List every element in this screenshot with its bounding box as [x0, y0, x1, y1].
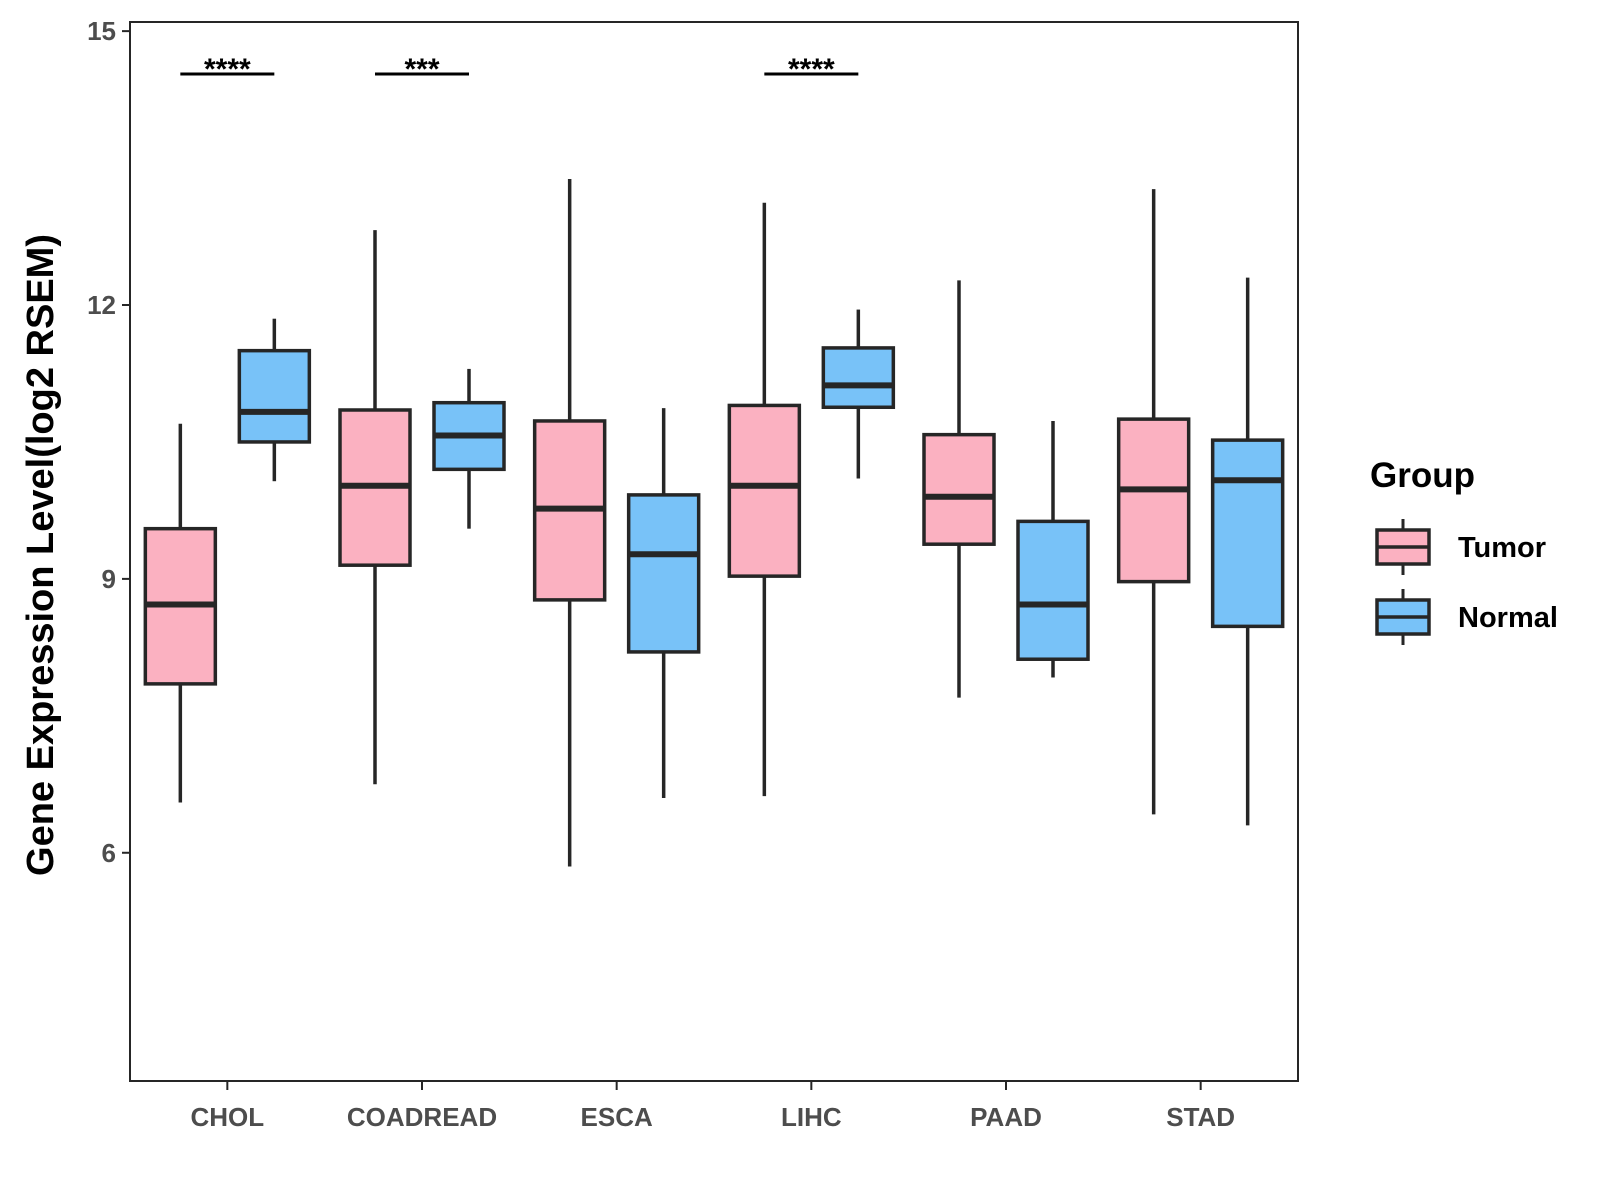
x-tick-label: STAD: [1166, 1102, 1235, 1132]
box-body: [1016, 519, 1090, 661]
box-body: [922, 432, 996, 546]
y-tick-label: 6: [102, 838, 116, 868]
box-normal-stad: [1210, 277, 1285, 826]
legend-title: Group: [1370, 456, 1475, 495]
box-body: [626, 493, 701, 654]
box-body: [1116, 417, 1191, 584]
box-tumor-stad: [1116, 189, 1191, 815]
x-tick-label: LIHC: [781, 1102, 842, 1132]
legend-entry-tumor: Tumor: [1375, 519, 1546, 575]
y-tick-label: 15: [87, 16, 116, 46]
box-normal-esca: [626, 408, 701, 798]
box-tumor-coadread: [338, 230, 412, 785]
x-axis: CHOL COADREAD ESCA LIHC PAAD STAD: [190, 1081, 1235, 1132]
box-normal-coadread: [432, 368, 506, 529]
box-normal-chol: [237, 318, 312, 482]
legend-label: Tumor: [1458, 532, 1546, 564]
box-normal-lihc: [821, 309, 896, 479]
legend-label: Normal: [1458, 602, 1558, 634]
box-series-group: [143, 179, 1285, 867]
box-body: [821, 346, 896, 410]
legend-entry-normal: Normal: [1375, 589, 1558, 645]
significance-annotations: **** *** ****: [180, 53, 859, 86]
significance-lihc: ****: [764, 53, 859, 86]
legend: Group Tumor Normal: [1370, 456, 1558, 645]
box-tumor-paad: [922, 280, 996, 698]
box-tumor-esca: [532, 179, 607, 867]
x-tick-label: PAAD: [970, 1102, 1042, 1132]
plot-panel: [129, 21, 1299, 1082]
box-body: [727, 403, 802, 578]
box-body: [237, 348, 312, 444]
box-normal-paad: [1016, 420, 1090, 678]
y-tick-label: 12: [87, 290, 116, 320]
significance-label: ***: [404, 53, 439, 86]
y-tick-label: 9: [102, 564, 116, 594]
box-body: [1210, 438, 1285, 629]
x-tick-label: COADREAD: [347, 1102, 497, 1132]
x-tick-label: CHOL: [190, 1102, 264, 1132]
x-tick-label: ESCA: [581, 1102, 653, 1132]
y-axis: 6 9 12 15: [87, 16, 130, 868]
box-tumor-chol: [143, 423, 218, 803]
significance-coadread: ***: [375, 53, 469, 86]
significance-chol: ****: [180, 53, 275, 86]
significance-label: ****: [204, 53, 251, 86]
significance-label: ****: [788, 53, 835, 86]
y-axis-title: Gene Expression Level(log2 RSEM): [20, 234, 62, 876]
box-tumor-lihc: [727, 202, 802, 797]
